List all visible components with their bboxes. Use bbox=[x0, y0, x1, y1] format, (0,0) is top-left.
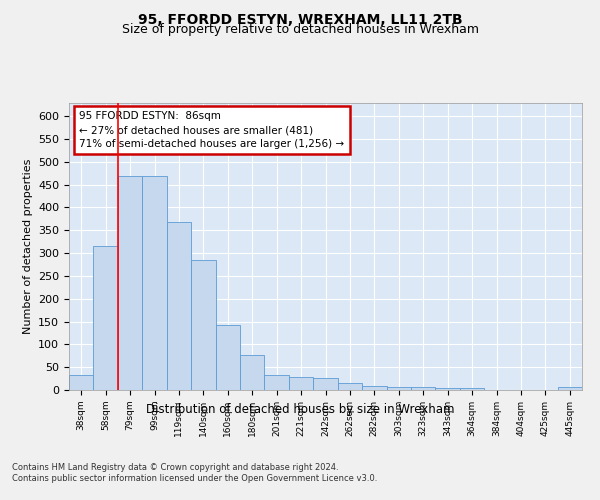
Bar bbox=[411, 388, 436, 390]
Bar bbox=[94, 246, 118, 390]
Y-axis label: Number of detached properties: Number of detached properties bbox=[23, 158, 32, 334]
Bar bbox=[167, 222, 191, 390]
Bar bbox=[436, 388, 460, 390]
Bar bbox=[338, 382, 362, 390]
Text: Distribution of detached houses by size in Wrexham: Distribution of detached houses by size … bbox=[146, 402, 454, 415]
Bar bbox=[289, 377, 313, 390]
Bar bbox=[362, 386, 386, 390]
Bar bbox=[386, 387, 411, 390]
Bar bbox=[191, 260, 215, 390]
Bar bbox=[118, 176, 142, 390]
Text: 95, FFORDD ESTYN, WREXHAM, LL11 2TB: 95, FFORDD ESTYN, WREXHAM, LL11 2TB bbox=[137, 12, 463, 26]
Text: Contains HM Land Registry data © Crown copyright and database right 2024.: Contains HM Land Registry data © Crown c… bbox=[12, 462, 338, 471]
Text: Size of property relative to detached houses in Wrexham: Size of property relative to detached ho… bbox=[121, 24, 479, 36]
Bar bbox=[313, 378, 338, 390]
Bar bbox=[142, 176, 167, 390]
Text: 95 FFORDD ESTYN:  86sqm
← 27% of detached houses are smaller (481)
71% of semi-d: 95 FFORDD ESTYN: 86sqm ← 27% of detached… bbox=[79, 111, 344, 149]
Bar bbox=[69, 376, 94, 390]
Bar bbox=[240, 356, 265, 390]
Bar bbox=[215, 324, 240, 390]
Bar bbox=[460, 388, 484, 390]
Bar bbox=[557, 388, 582, 390]
Bar bbox=[265, 375, 289, 390]
Text: Contains public sector information licensed under the Open Government Licence v3: Contains public sector information licen… bbox=[12, 474, 377, 483]
